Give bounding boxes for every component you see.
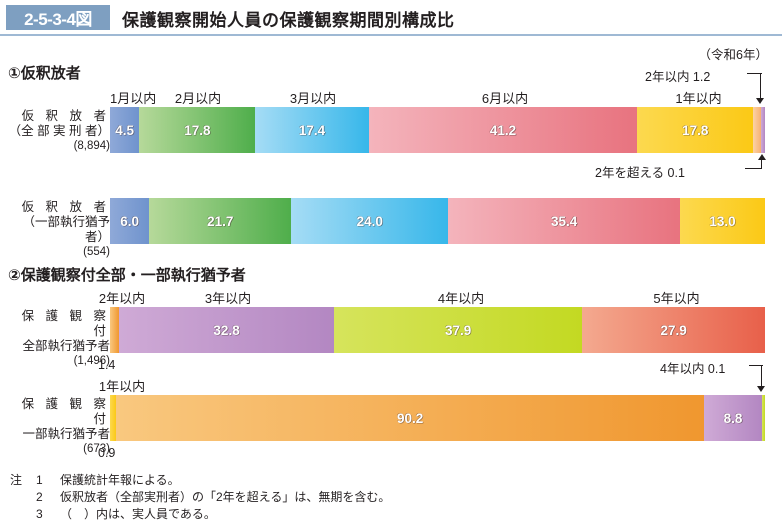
bar-segment-6month: 35.4	[448, 198, 680, 244]
footnote-number: 2	[36, 490, 43, 504]
row-label-line2: 一部執行猶予者	[22, 427, 110, 441]
stacked-bar-karishakuho-zenbu: 4.5 17.8 17.4 41.2 17.8	[110, 107, 765, 153]
row-label-line1: 仮 釈 放 者	[21, 200, 110, 214]
callout-within-4-years: 4年以内 0.1	[660, 362, 726, 376]
footnote-number: 3	[36, 507, 43, 521]
page-title: 保護観察開始人員の保護観察期間別構成比	[122, 11, 455, 30]
page-header: 2-5-3-4図 保護観察開始人員の保護観察期間別構成比	[0, 0, 782, 36]
bar-segment-1month: 6.0	[110, 198, 150, 244]
footnote-row: 3 （ ）内は、実人員である。	[10, 506, 390, 523]
row-label-line2: （一部執行猶予者）	[22, 215, 110, 244]
bar-segment-1year: 13.0	[679, 198, 765, 244]
toplabel-3year: 3年以内	[204, 291, 252, 306]
section-heading-2: ②保護観察付全部・一部執行猶予者	[8, 267, 246, 284]
bar-segment-2month: 21.7	[149, 198, 292, 244]
footnote-text: 仮釈放者（全部実刑者）の「2年を超える」は、無期を含む。	[60, 490, 391, 504]
bar-segment-2year: 90.2	[115, 395, 705, 441]
under-value-1year: 0.9	[98, 446, 116, 460]
toplabel-1year: 1年以内	[675, 91, 722, 106]
era-note: （令和6年）	[698, 48, 768, 62]
footnote-marker-spacer	[10, 489, 36, 506]
footnote-number: 1	[36, 473, 43, 487]
bar-segment-2year	[110, 307, 120, 353]
bar-segment-3month: 24.0	[291, 198, 449, 244]
callout-within-2-years: 2年以内 1.2	[645, 70, 711, 84]
row-label-line1: 保 護 観 察 付	[21, 309, 110, 338]
bar-segment-4year	[761, 395, 765, 441]
bar-segment-3year: 8.8	[704, 395, 762, 441]
bar-segment-1year: 17.8	[637, 107, 754, 153]
toplabel-2month: 2月以内	[174, 91, 222, 106]
bar-segment-3year: 32.8	[119, 307, 334, 353]
row-label-count: (554)	[83, 246, 110, 258]
toplabel-1year: 1年以内	[98, 379, 146, 394]
stacked-bar-hogokansatsu-zenbu: 32.8 37.9 27.9	[110, 307, 765, 353]
row-label-hogokansatsu-zenbu: 保 護 観 察 付 全部執行猶予者 (1,496)	[6, 309, 110, 369]
row-label-line2: （全 部 実 刑 者）	[8, 124, 110, 138]
bar-segment-4year: 37.9	[333, 307, 583, 353]
bar-segment-1month: 4.5	[110, 107, 140, 153]
bar-segment-3month: 17.4	[255, 107, 369, 153]
under-value-2year: 1.4	[98, 358, 116, 372]
stacked-bar-hogokansatsu-ichibu: 90.2 8.8	[110, 395, 765, 441]
row-label-count: (673)	[83, 443, 110, 455]
row-label-karishakuho-zenbu: 仮 釈 放 者 （全 部 実 刑 者） (8,894)	[6, 109, 110, 154]
toplabel-3month: 3月以内	[289, 91, 337, 106]
toplabel-2year: 2年以内	[98, 291, 146, 306]
section-heading-1: ①仮釈放者	[8, 65, 81, 82]
footnote-marker: 注	[10, 473, 23, 487]
footnotes: 注 1 保護統計年報による。 2 仮釈放者（全部実刑者）の「2年を超える」は、無…	[10, 472, 390, 523]
footnote-text: （ ）内は、実人員である。	[60, 507, 216, 521]
figure-number-badge: 2-5-3-4図	[6, 5, 110, 30]
row-label-hogokansatsu-ichibu: 保 護 観 察 付 一部執行猶予者 (673)	[6, 397, 110, 457]
bar-segment-over2year	[761, 107, 765, 153]
bar-segment-6month: 41.2	[368, 107, 638, 153]
row-label-line1: 仮 釈 放 者	[21, 109, 110, 123]
footnote-text: 保護統計年報による。	[60, 473, 180, 487]
row-label-line1: 保 護 観 察 付	[21, 397, 110, 426]
bar-segment-1year	[110, 395, 116, 441]
toplabel-4year: 4年以内	[437, 291, 485, 306]
row-label-count: (1,496)	[73, 355, 110, 367]
row-label-count: (8,894)	[73, 140, 110, 152]
row-label-karishakuho-ichibu: 仮 釈 放 者 （一部執行猶予者） (554)	[6, 200, 110, 260]
toplabel-1month: 1月以内	[110, 91, 157, 106]
toplabel-5year: 5年以内	[653, 291, 700, 306]
footnote-row: 2 仮釈放者（全部実刑者）の「2年を超える」は、無期を含む。	[10, 489, 390, 506]
callout-over-2-years: 2年を超える 0.1	[595, 166, 685, 180]
stacked-bar-karishakuho-ichibu: 6.0 21.7 24.0 35.4 13.0	[110, 198, 765, 244]
bar-segment-2month: 17.8	[139, 107, 256, 153]
bar-segment-2year	[753, 107, 762, 153]
row-label-line2: 全部執行猶予者	[22, 339, 110, 353]
toplabel-6month: 6月以内	[481, 91, 529, 106]
bar-segment-5year: 27.9	[582, 307, 765, 353]
footnote-row: 注 1 保護統計年報による。	[10, 472, 390, 489]
footnote-marker-spacer	[10, 506, 36, 523]
